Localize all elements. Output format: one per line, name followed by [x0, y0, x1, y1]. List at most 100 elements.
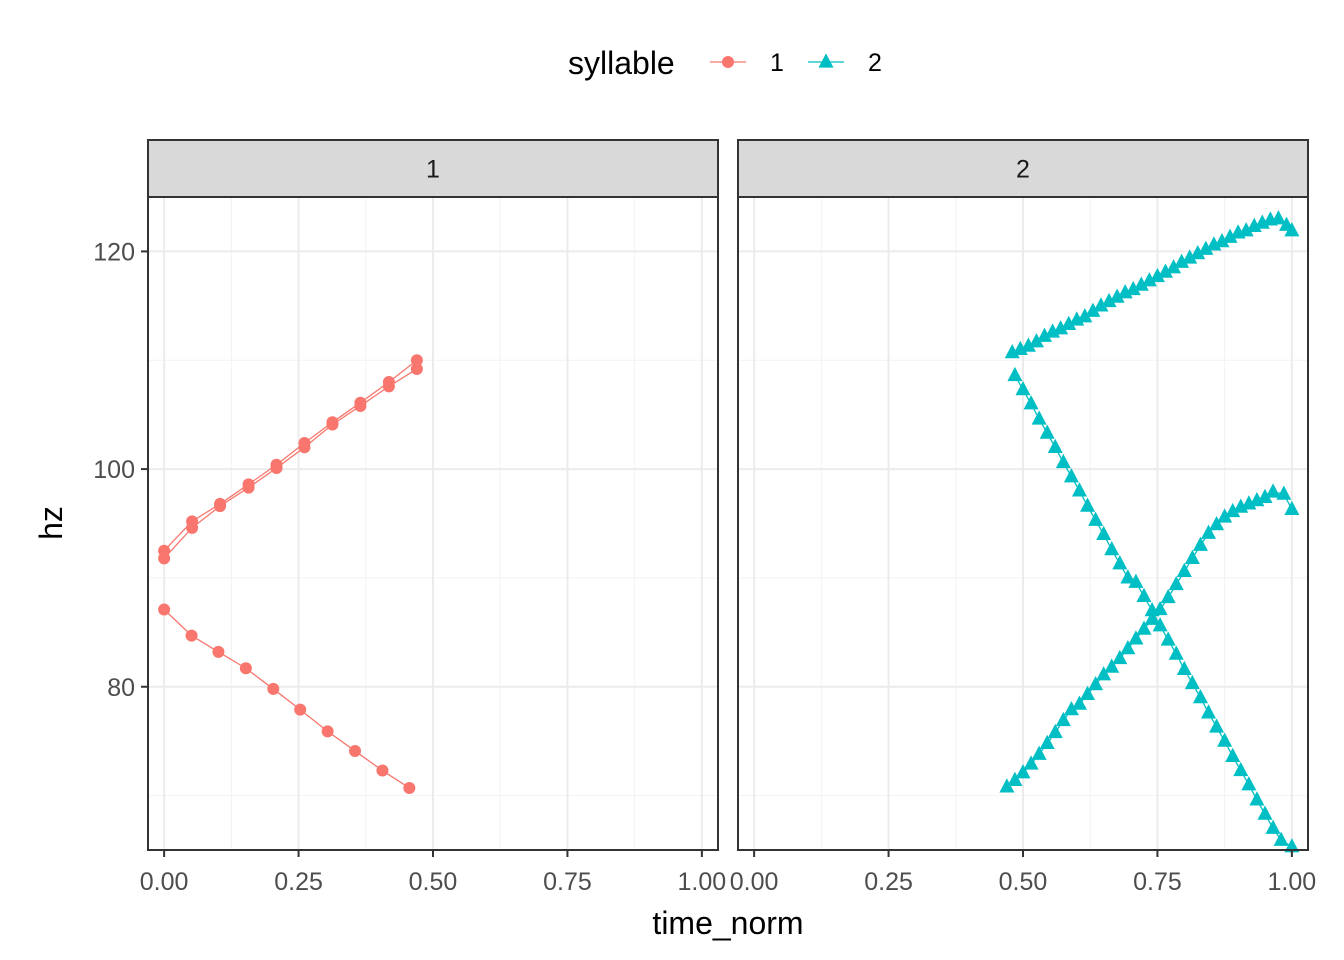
data-point-triangle	[1053, 320, 1069, 335]
y-axis-title: hz	[33, 506, 69, 540]
data-point-triangle	[1047, 438, 1063, 453]
facet-panel-1: 1 0.00 0.25 0.50 0.75 1.00	[140, 139, 727, 896]
data-point-triangle	[1166, 259, 1182, 274]
data-point-circle	[321, 725, 334, 738]
facets: 1 0.00 0.25 0.50 0.75 1.00 2 0.00 0.25 0.50 0.75 1.…	[93, 139, 1317, 896]
data-point-triangle	[1265, 819, 1281, 834]
data-point-triangle	[1037, 327, 1053, 342]
x-axis-title: time_norm	[652, 905, 803, 941]
data-point-triangle	[1192, 536, 1208, 551]
data-point-triangle	[1176, 660, 1192, 675]
series-line	[163, 359, 418, 552]
data-point-triangle	[999, 778, 1015, 793]
data-point-triangle	[1222, 228, 1238, 243]
data-point-triangle	[1096, 525, 1112, 541]
data-point-triangle	[1136, 620, 1152, 635]
data-point-triangle	[1080, 497, 1096, 512]
data-point-triangle	[1184, 549, 1200, 564]
series-line	[163, 609, 410, 789]
data-point-triangle	[1104, 540, 1120, 556]
data-point-triangle	[1071, 482, 1087, 497]
data-point-triangle	[1209, 515, 1225, 531]
x-tick-label: 0.25	[274, 868, 323, 896]
data-point-triangle	[1276, 485, 1292, 500]
data-point-triangle	[1136, 587, 1152, 603]
data-point-triangle	[1109, 288, 1125, 303]
data-point-triangle	[1214, 232, 1230, 248]
data-point-triangle	[1217, 732, 1233, 747]
facet-strip-label: 1	[426, 156, 440, 184]
data-point-triangle	[1182, 249, 1198, 264]
data-point-circle	[410, 362, 423, 375]
data-point-triangle	[1101, 292, 1117, 308]
series-1-2	[999, 483, 1300, 793]
data-point-triangle	[1063, 700, 1079, 716]
data-point-triangle	[1265, 483, 1281, 498]
legend-key-triangle	[818, 53, 834, 68]
data-point-triangle	[1128, 630, 1144, 645]
data-point-circle	[349, 744, 362, 757]
data-point-triangle	[1284, 222, 1300, 237]
facet-panel-2: 2 0.00 0.25 0.50 0.75 1.00	[730, 139, 1317, 896]
data-point-triangle	[1039, 424, 1055, 439]
x-tick-label: 0.50	[409, 868, 458, 896]
x-tick-label: 0.50	[999, 868, 1048, 896]
data-point-circle	[298, 441, 311, 454]
data-point-circle	[214, 500, 227, 513]
data-point-triangle	[1093, 297, 1109, 312]
data-point-triangle	[1198, 240, 1214, 255]
series-1-1	[1007, 366, 1300, 853]
data-point-triangle	[1028, 333, 1044, 348]
data-point-circle	[212, 645, 225, 658]
data-point-triangle	[1160, 588, 1176, 604]
data-point-circle	[158, 552, 171, 565]
data-point-triangle	[1284, 500, 1300, 515]
facet-strip	[737, 139, 1309, 198]
x-tick-label: 0.25	[864, 868, 913, 896]
data-point-triangle	[1152, 617, 1168, 632]
series-1-0	[1004, 210, 1300, 359]
data-point-triangle	[1096, 666, 1112, 681]
legend: syllable 1 2	[568, 45, 882, 81]
data-point-triangle	[1158, 263, 1173, 278]
legend-title: syllable	[568, 45, 675, 81]
data-point-triangle	[1225, 502, 1241, 518]
x-tick-label: 0.75	[1133, 868, 1182, 896]
x-tick-label: 1.00	[678, 868, 727, 896]
data-point-triangle	[1257, 488, 1273, 504]
data-point-triangle	[1039, 734, 1055, 749]
data-point-triangle	[1133, 276, 1149, 291]
data-point-circle	[376, 764, 389, 777]
x-tick-label: 0.00	[140, 868, 189, 896]
data-point-triangle	[1088, 675, 1104, 691]
data-point-triangle	[1125, 280, 1141, 296]
data-point-triangle	[1273, 831, 1289, 846]
data-point-triangle	[1152, 600, 1168, 616]
data-point-triangle	[1061, 315, 1077, 330]
data-point-triangle	[1192, 689, 1208, 704]
data-point-circle	[410, 354, 423, 367]
data-point-triangle	[1184, 674, 1200, 690]
data-point-triangle	[1055, 711, 1071, 727]
data-point-circle	[186, 521, 199, 534]
data-point-triangle	[1031, 745, 1047, 760]
data-point-triangle	[1168, 645, 1184, 660]
data-point-triangle	[1015, 764, 1031, 779]
data-point-triangle	[1238, 222, 1254, 237]
data-point-triangle	[1007, 771, 1023, 786]
legend-key-circle	[722, 56, 734, 68]
data-point-triangle	[1112, 555, 1128, 570]
data-point-triangle	[1120, 640, 1136, 655]
data-point-triangle	[1176, 562, 1192, 578]
data-point-triangle	[1023, 395, 1039, 410]
data-point-triangle	[1088, 511, 1104, 526]
x-tick-label: 1.00	[1268, 868, 1317, 896]
data-point-triangle	[1144, 610, 1160, 625]
data-point-triangle	[1031, 410, 1047, 425]
legend-item-1: 1	[710, 49, 784, 77]
data-point-triangle	[1071, 695, 1087, 710]
data-point-triangle	[1201, 524, 1217, 539]
data-point-triangle	[1225, 747, 1241, 763]
data-point-circle	[242, 481, 255, 494]
data-point-triangle	[1241, 776, 1257, 791]
